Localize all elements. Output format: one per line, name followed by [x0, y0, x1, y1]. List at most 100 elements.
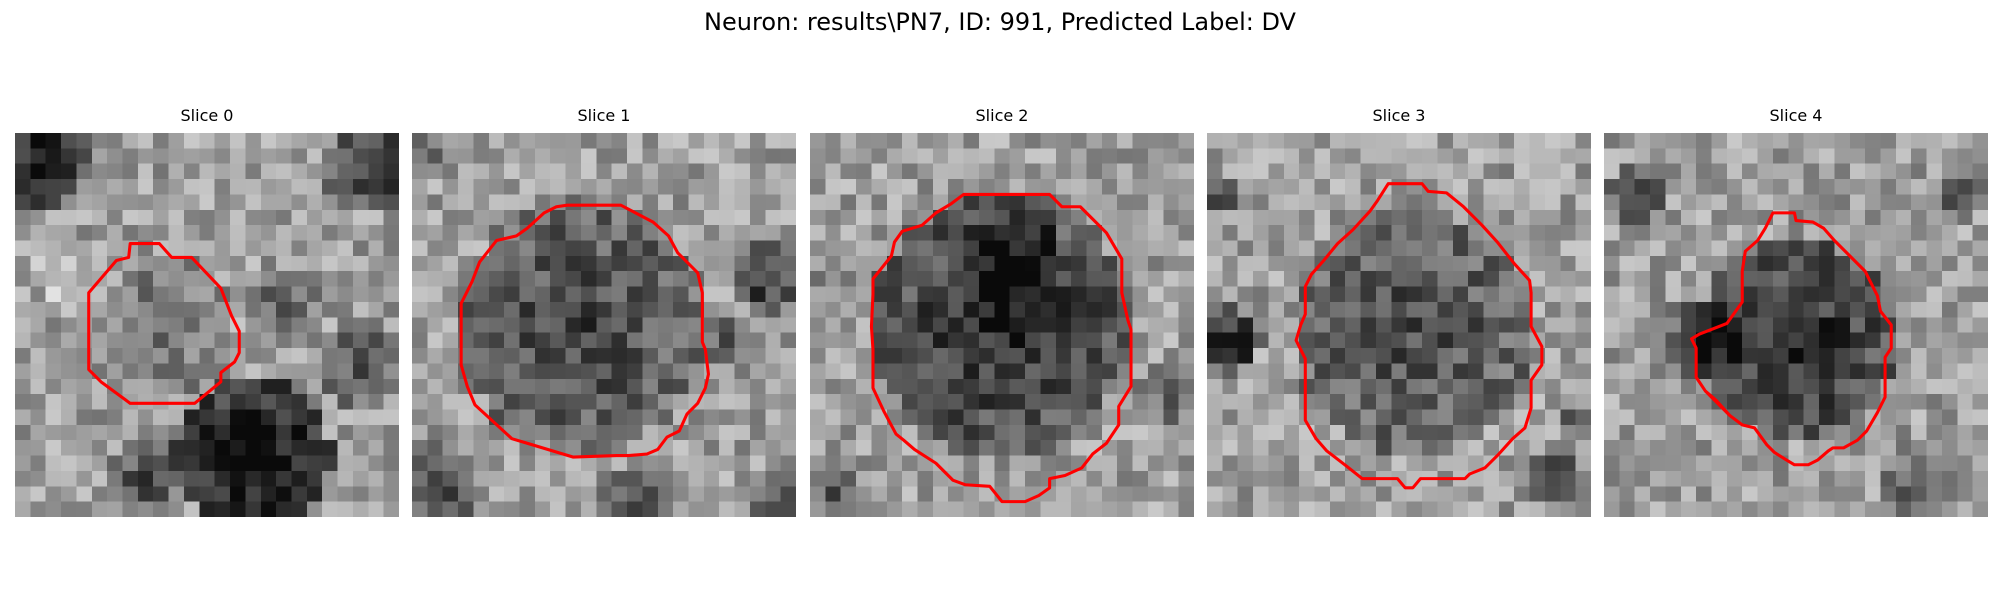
slice-pixel	[627, 348, 643, 364]
slice-pixel	[1757, 363, 1774, 380]
slice-pixel	[948, 409, 964, 426]
slice-pixel	[780, 394, 796, 410]
slice-pixel	[1132, 301, 1149, 318]
slice-pixel	[1742, 486, 1758, 502]
slice-pixel	[657, 317, 674, 333]
slice-pixel	[1972, 409, 1988, 426]
slice-pixel	[550, 348, 566, 364]
slice-pixel	[1575, 455, 1591, 472]
slice-pixel	[1941, 378, 1958, 395]
slice-pixel	[978, 501, 995, 517]
slice-pixel	[1788, 163, 1804, 180]
slice-pixel	[488, 394, 505, 410]
slice-pixel	[442, 301, 459, 318]
slice-pixel	[1452, 255, 1469, 272]
slice-pixel	[596, 255, 612, 272]
slice-pixel	[1422, 271, 1438, 287]
slice-pixel	[1268, 440, 1285, 456]
slice-pixel	[1544, 394, 1561, 410]
slice-pixel	[749, 455, 766, 472]
slice-pixel	[734, 240, 751, 257]
slice-pixel	[825, 286, 842, 303]
slice-pixel	[1665, 240, 1682, 257]
slice-pixel	[322, 209, 338, 226]
slice-pixel	[214, 209, 231, 226]
slice-pixel	[1575, 133, 1591, 149]
slice-pixel	[1422, 440, 1438, 456]
slice-pixel	[749, 378, 766, 395]
slice-pixel	[458, 455, 474, 472]
slice-pixel	[1391, 255, 1407, 272]
slice-pixel	[1880, 486, 1897, 502]
slice-pixel	[230, 394, 246, 410]
slice-pixel	[886, 163, 903, 180]
slice-pixel	[978, 486, 995, 502]
slice-pixel	[1941, 148, 1958, 165]
slice-pixel	[948, 301, 964, 318]
slice-pixel	[565, 409, 582, 426]
slice-pixel	[902, 455, 918, 472]
slice-pixel	[734, 332, 751, 349]
slice-pixel	[245, 301, 262, 318]
slice-pixel	[488, 255, 505, 272]
slice-pixel	[107, 317, 123, 333]
slice-pixel	[1650, 363, 1666, 380]
slice-pixel	[337, 440, 354, 456]
slice-pixel	[473, 240, 490, 257]
slice-pixel	[1972, 194, 1988, 211]
slice-pixel	[688, 133, 705, 149]
slice-pixel	[322, 240, 338, 257]
slice-pixel	[230, 455, 246, 472]
slice-pixel	[840, 501, 857, 517]
slice-pixel	[1132, 255, 1149, 272]
slice-pixel	[886, 348, 903, 364]
slice-pixel	[30, 348, 47, 364]
slice-pixel	[306, 271, 323, 287]
slice-pixel	[1895, 317, 1912, 333]
slice-pixel	[963, 209, 980, 226]
slice-pixel	[657, 209, 674, 226]
slice-pixel	[30, 501, 47, 517]
slice-pixel	[1604, 501, 1620, 517]
slice-pixel	[260, 424, 277, 441]
slice-pixel	[871, 301, 888, 318]
slice-pixel	[137, 455, 154, 472]
slice-pixel	[673, 225, 689, 241]
slice-pixel	[1560, 255, 1576, 272]
slice-pixel	[137, 255, 154, 272]
slice-pixel	[1086, 455, 1103, 472]
slice-pixel	[473, 378, 490, 395]
slice-pixel	[91, 194, 108, 211]
slice-pixel	[1941, 225, 1958, 241]
slice-pixel	[1514, 179, 1530, 195]
slice-pixel	[122, 148, 139, 165]
slice-pixel	[825, 240, 842, 257]
slice-pixel	[1375, 394, 1392, 410]
slice-pixel	[1132, 240, 1149, 257]
slice-pixel	[1237, 179, 1254, 195]
slice-pixel	[1101, 409, 1118, 426]
slice-pixel	[1757, 194, 1774, 211]
slice-pixel	[978, 209, 995, 226]
slice-pixel	[1529, 394, 1546, 410]
slice-pixel	[1132, 271, 1149, 287]
slice-pixel	[657, 348, 674, 364]
slice-pixel	[978, 363, 995, 380]
slice-pixel	[749, 271, 766, 287]
slice-pixel	[1619, 486, 1636, 502]
slice-pixel	[1147, 240, 1164, 257]
slice-pixel	[1680, 470, 1697, 487]
slice-pixel	[183, 286, 200, 303]
slice-pixel	[780, 286, 796, 303]
slice-pixel	[1757, 455, 1774, 472]
slice-pixel	[1498, 317, 1515, 333]
slice-pixel	[504, 301, 520, 318]
slice-pixel	[734, 348, 751, 364]
slice-pixel	[1529, 455, 1546, 472]
slice-pixel	[749, 179, 766, 195]
slice-pixel	[1299, 163, 1315, 180]
slice-pixel	[1178, 148, 1194, 165]
slice-pixel	[1726, 225, 1743, 241]
slice-pixel	[1696, 501, 1712, 517]
slice-pixel	[260, 348, 277, 364]
